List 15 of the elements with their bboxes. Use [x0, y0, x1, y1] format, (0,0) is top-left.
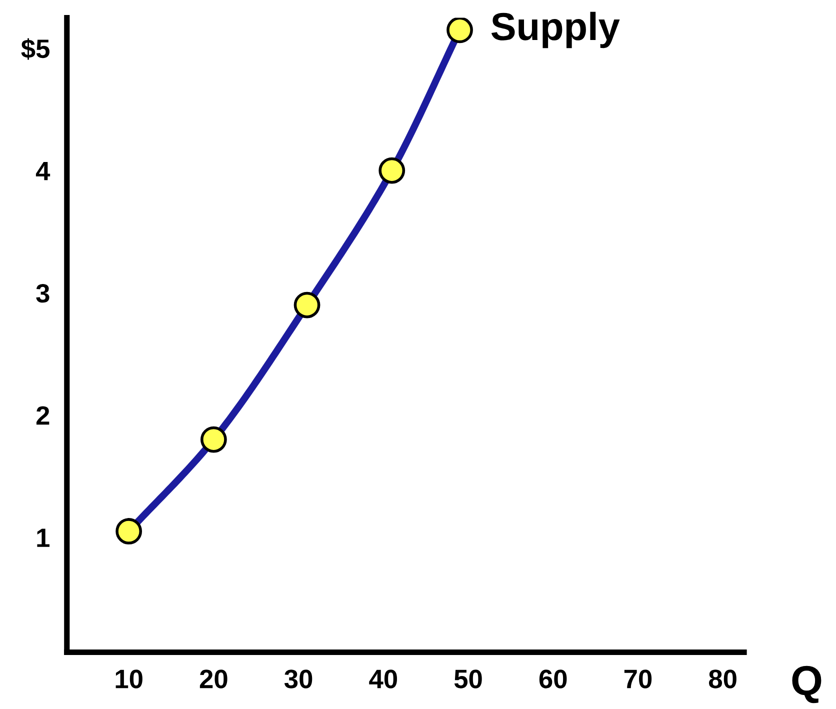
x-tick-label: 50	[454, 670, 482, 688]
x-tick-label: 20	[200, 670, 228, 688]
x-tick-label: 40	[369, 670, 397, 688]
x-tick-label: 80	[708, 670, 736, 688]
x-axis-title: Q	[792, 666, 822, 704]
annotation: Supply	[491, 12, 620, 48]
y-tick-label: 1	[37, 528, 50, 547]
x-tick-label: 70	[624, 670, 652, 688]
x-tick-label: 30	[284, 670, 312, 688]
y-tick-label: $5	[21, 38, 50, 60]
x-tick-label: 60	[539, 670, 567, 688]
x-tick-label: 10	[116, 670, 142, 688]
y-tick-label: 4	[36, 162, 50, 180]
y-tick-label: 2	[36, 406, 50, 425]
y-tick-label: 3	[36, 284, 50, 303]
